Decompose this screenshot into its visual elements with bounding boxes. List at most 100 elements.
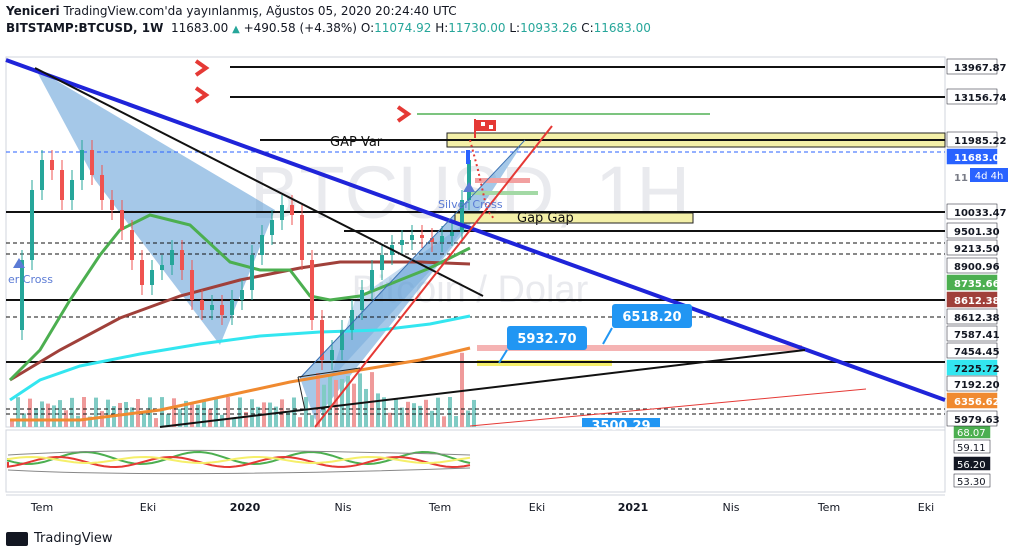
callout-5932-label: 5932.70 [517,332,576,347]
candle-body [410,235,414,240]
volume-bar [232,417,236,427]
price-label-text: 7192.20 [954,380,1000,391]
volume-bar [130,407,134,427]
volume-bar [244,411,248,427]
price-label: 13156.74 [946,88,1007,105]
gap-gap-zone [454,212,694,224]
low-value: 10933.26 [520,21,578,35]
candle-body [250,255,254,290]
price-label: 7225.72 [946,359,1000,376]
volume-bar [436,397,440,427]
red-trendline-thin [469,388,867,427]
candle-body [270,220,274,235]
candle-body [380,255,384,270]
volume-bar [52,405,56,427]
callout-5932[interactable]: 5932.70 [498,326,587,364]
indicator-label: 68.07 [953,424,991,439]
price-label-text: 9213.50 [954,244,1000,255]
volume-bar [454,416,458,427]
candle-body [20,260,24,330]
silver-cross-label: Silver Cross [438,198,503,211]
time-axis[interactable]: Tem Eki 2020 Nis Tem Eki 2021 Nis Tem Eki [6,494,945,514]
volume-bar [196,404,200,427]
indicator-red [7,455,471,469]
time-tick: Eki [529,501,545,514]
volume-bar [376,393,380,427]
ema-cyan [9,314,471,402]
candle-body [80,150,84,180]
volume-bar [226,397,230,427]
indicator-label-text: 59.11 [957,443,986,454]
pattern-edge-1 [299,139,526,379]
price-label: 7587.41 [946,325,1000,342]
volume-bar [370,372,374,427]
footer: TradingView [6,531,113,546]
volume-bars [10,352,476,427]
price-label: 7454.45 [946,342,1000,359]
volume-bar [184,400,188,427]
high-value: 11730.00 [448,21,506,35]
candle-body [360,290,364,310]
indicator-label-text: 68.07 [957,428,986,439]
volume-bar [160,397,164,427]
price-label-text: 8612.38 [954,296,1000,307]
candle-body [120,210,124,230]
volume-bar [274,406,278,427]
price-label-text: 11985.22 [954,136,1007,147]
candle-body [350,310,354,330]
indicator-label: 53.30 [953,473,991,488]
low-label: L: [509,21,521,35]
callout-6518[interactable]: 6518.20 [602,304,692,345]
candle-body [467,160,471,200]
price-label-text: 8612.38 [954,313,1000,324]
current-candle [466,150,470,164]
pink-zone [477,345,802,351]
candle-body [140,260,144,285]
volume-bar [310,415,314,427]
volume-bar [100,411,104,427]
candle-body [310,260,314,320]
price-label: 9213.50 [946,239,1000,256]
time-tick: Tem [30,501,53,514]
price-label-text: 13967.87 [954,63,1007,74]
cross-marker-icon[interactable] [463,182,475,192]
header-line-1: Yeniceri TradingView.com'da yayınlanmış,… [6,4,457,18]
time-tick: 2021 [618,501,649,514]
volume-bar [46,403,50,427]
volume-bar [214,398,218,427]
time-tick: 2020 [230,501,261,514]
volume-bar [58,400,62,427]
price-label-text: 11 [954,173,968,184]
countdown-label: 4d 4h [975,171,1004,182]
candle-body [300,215,304,260]
volume-bar [412,403,416,427]
open-label: O: [360,21,375,35]
volume-bar [142,412,146,427]
price-label: 9501.30 [946,222,1000,239]
flag-check [489,125,493,129]
callout-3500[interactable]: 3500.29 [582,418,660,434]
candle-body [280,205,284,220]
price-label: 10033.47 [946,203,1007,220]
price-label: 7192.20 [946,375,1000,392]
left-cross-label: er Cross [8,273,53,286]
price-axis[interactable]: 13967.87 13156.74 11985.22 11683.00 11 10033.… [946,58,1007,427]
black-trendline-down [34,67,484,297]
candle-body [160,265,164,270]
cross-marker-icon[interactable] [13,258,25,268]
volume-bar [304,397,308,427]
volume-bar [466,410,470,427]
volume-bar [190,404,194,427]
candle-body [340,330,344,350]
time-tick: Tem [428,501,451,514]
volume-bar [424,399,428,427]
volume-bar [418,405,422,427]
price-label-text: 13156.74 [954,93,1007,104]
candle-body [320,320,324,360]
horizontal-levels [6,66,945,415]
time-tick: Nis [334,501,351,514]
candle-body [370,270,374,290]
price-label-text: 8735.66 [954,279,1000,290]
volume-bar [346,376,350,427]
